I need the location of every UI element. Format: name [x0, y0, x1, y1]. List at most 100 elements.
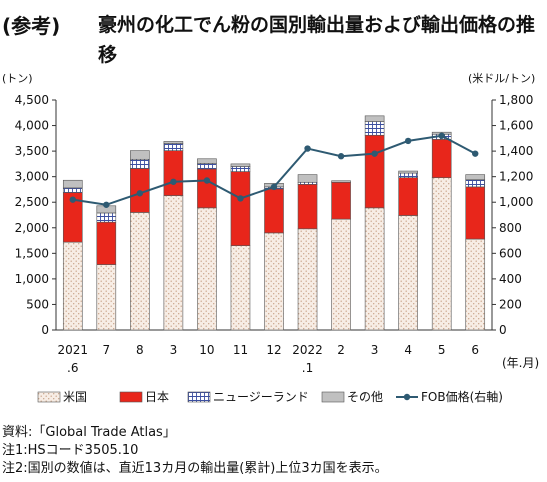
right-tick-label: 0 — [499, 323, 507, 337]
left-tick-label: 2,000 — [15, 221, 49, 235]
fob-price-point — [304, 145, 311, 152]
bar-us — [431, 177, 452, 331]
legend-japan-swatch — [119, 391, 143, 403]
bar-us — [297, 228, 318, 331]
note-source: 資料:「Global Trade Atlas」 — [2, 425, 176, 440]
bar-us — [130, 212, 150, 331]
bar-nz — [96, 212, 117, 223]
fob-price-point — [203, 177, 211, 184]
bar-us — [230, 245, 251, 331]
fob-price-point — [337, 153, 345, 160]
bar-japan — [197, 168, 217, 209]
bar-other — [130, 150, 150, 160]
fob-price-point — [438, 132, 445, 139]
bar-japan — [297, 184, 318, 230]
bar-japan — [331, 181, 351, 220]
x-tick-label: 6 — [471, 343, 479, 357]
bar-nz — [230, 166, 251, 172]
bar-japan — [431, 139, 452, 178]
title-prefix: (参考) — [2, 14, 61, 38]
note-1: 注1:HSコード3505.10 — [2, 443, 139, 458]
bar-other — [398, 170, 418, 174]
left-tick-label: 1,500 — [15, 246, 49, 260]
x-tick-label: 5 — [438, 343, 446, 357]
bar-us — [465, 238, 486, 331]
legend-other-label: その他 — [347, 390, 383, 404]
bar-other — [62, 179, 83, 189]
right-tick-label: 800 — [499, 221, 522, 235]
x-tick-label: 7 — [102, 343, 110, 357]
legend-other-swatch — [321, 391, 345, 403]
bar-japan — [96, 221, 117, 265]
left-tick-label: 500 — [26, 297, 49, 311]
legend-nz-swatch — [187, 391, 211, 403]
fob-price-point — [69, 196, 76, 203]
bar-other — [364, 115, 385, 122]
left-tick-label: 2,500 — [15, 195, 49, 209]
legend-nz-label: ニュージーランド — [213, 390, 309, 404]
bar-japan — [465, 186, 486, 240]
fob-price-point — [371, 150, 378, 157]
right-tick-label: 1,200 — [499, 170, 533, 184]
right-tick-label: 600 — [499, 246, 522, 260]
left-axis-unit: (トン) — [2, 72, 33, 85]
bar-us — [96, 264, 117, 331]
fob-price-point — [136, 190, 144, 197]
bar-other — [230, 163, 251, 167]
fob-price-point — [404, 137, 412, 145]
bar-us — [62, 241, 83, 331]
bar-other — [465, 174, 486, 181]
bar-nz — [62, 187, 83, 193]
bar-nz — [364, 121, 385, 136]
left-tick-label: 4,500 — [15, 93, 49, 107]
legend-line-marker — [403, 393, 411, 401]
x-tick-label: 2022 — [292, 343, 323, 357]
bar-us — [331, 218, 351, 331]
bar-nz — [197, 163, 217, 170]
bar-other — [331, 180, 351, 183]
x-tick-label: 10 — [199, 343, 214, 357]
x-tick-label: 12 — [266, 343, 281, 357]
fob-price-point — [270, 183, 278, 191]
left-tick-label: 3,500 — [15, 144, 49, 158]
x-tick-sublabel: .1 — [302, 361, 313, 375]
bar-nz — [465, 179, 486, 188]
bar-other — [297, 174, 318, 183]
chart-title: 豪州の化工でん粉の国別輸出量および輸出価格の推移 — [98, 14, 536, 66]
legend-us-swatch — [37, 391, 61, 403]
right-tick-label: 400 — [499, 272, 522, 286]
bar-nz — [163, 143, 184, 151]
left-tick-label: 3,000 — [15, 170, 49, 184]
right-axis-unit: (米ドル/トン) — [468, 72, 536, 85]
x-tick-label: 8 — [136, 343, 144, 357]
chart: 0 500 1,000 1,500 2,000 2,500 3,000 3,500 4,000 4… — [15, 93, 540, 404]
bar-us — [264, 232, 284, 331]
right-tick-label: 1,400 — [499, 144, 533, 158]
bar-nz — [398, 172, 418, 178]
notes: 資料:「Global Trade Atlas」 注1:HSコード3505.10 … — [2, 424, 388, 478]
fob-price-point — [237, 195, 244, 202]
legend-us-label: 米国 — [63, 390, 87, 404]
legend-line-label: FOB価格(右軸) — [421, 389, 503, 404]
left-tick-label: 0 — [41, 323, 49, 337]
x-tick-label: 3 — [170, 343, 178, 357]
fob-price-point — [103, 201, 110, 208]
legend-japan-label: 日本 — [145, 390, 169, 404]
x-tick-label: 11 — [233, 343, 248, 357]
bar-other — [197, 158, 217, 164]
fob-price-point — [472, 150, 479, 157]
bar-japan — [398, 177, 418, 216]
bar-nz — [130, 158, 150, 169]
bar-us — [398, 215, 418, 331]
x-tick-sublabel: .6 — [67, 361, 78, 375]
bar-us — [163, 195, 184, 331]
bar-us — [197, 207, 217, 331]
right-tick-label: 200 — [499, 297, 522, 311]
right-tick-label: 1,000 — [499, 195, 533, 209]
bar-japan — [264, 188, 284, 234]
left-tick-label: 4,000 — [15, 119, 49, 133]
bar-japan — [230, 171, 251, 246]
x-tick-label: 4 — [404, 343, 412, 357]
right-tick-label: 1,800 — [499, 93, 533, 107]
bar-japan — [163, 150, 184, 196]
